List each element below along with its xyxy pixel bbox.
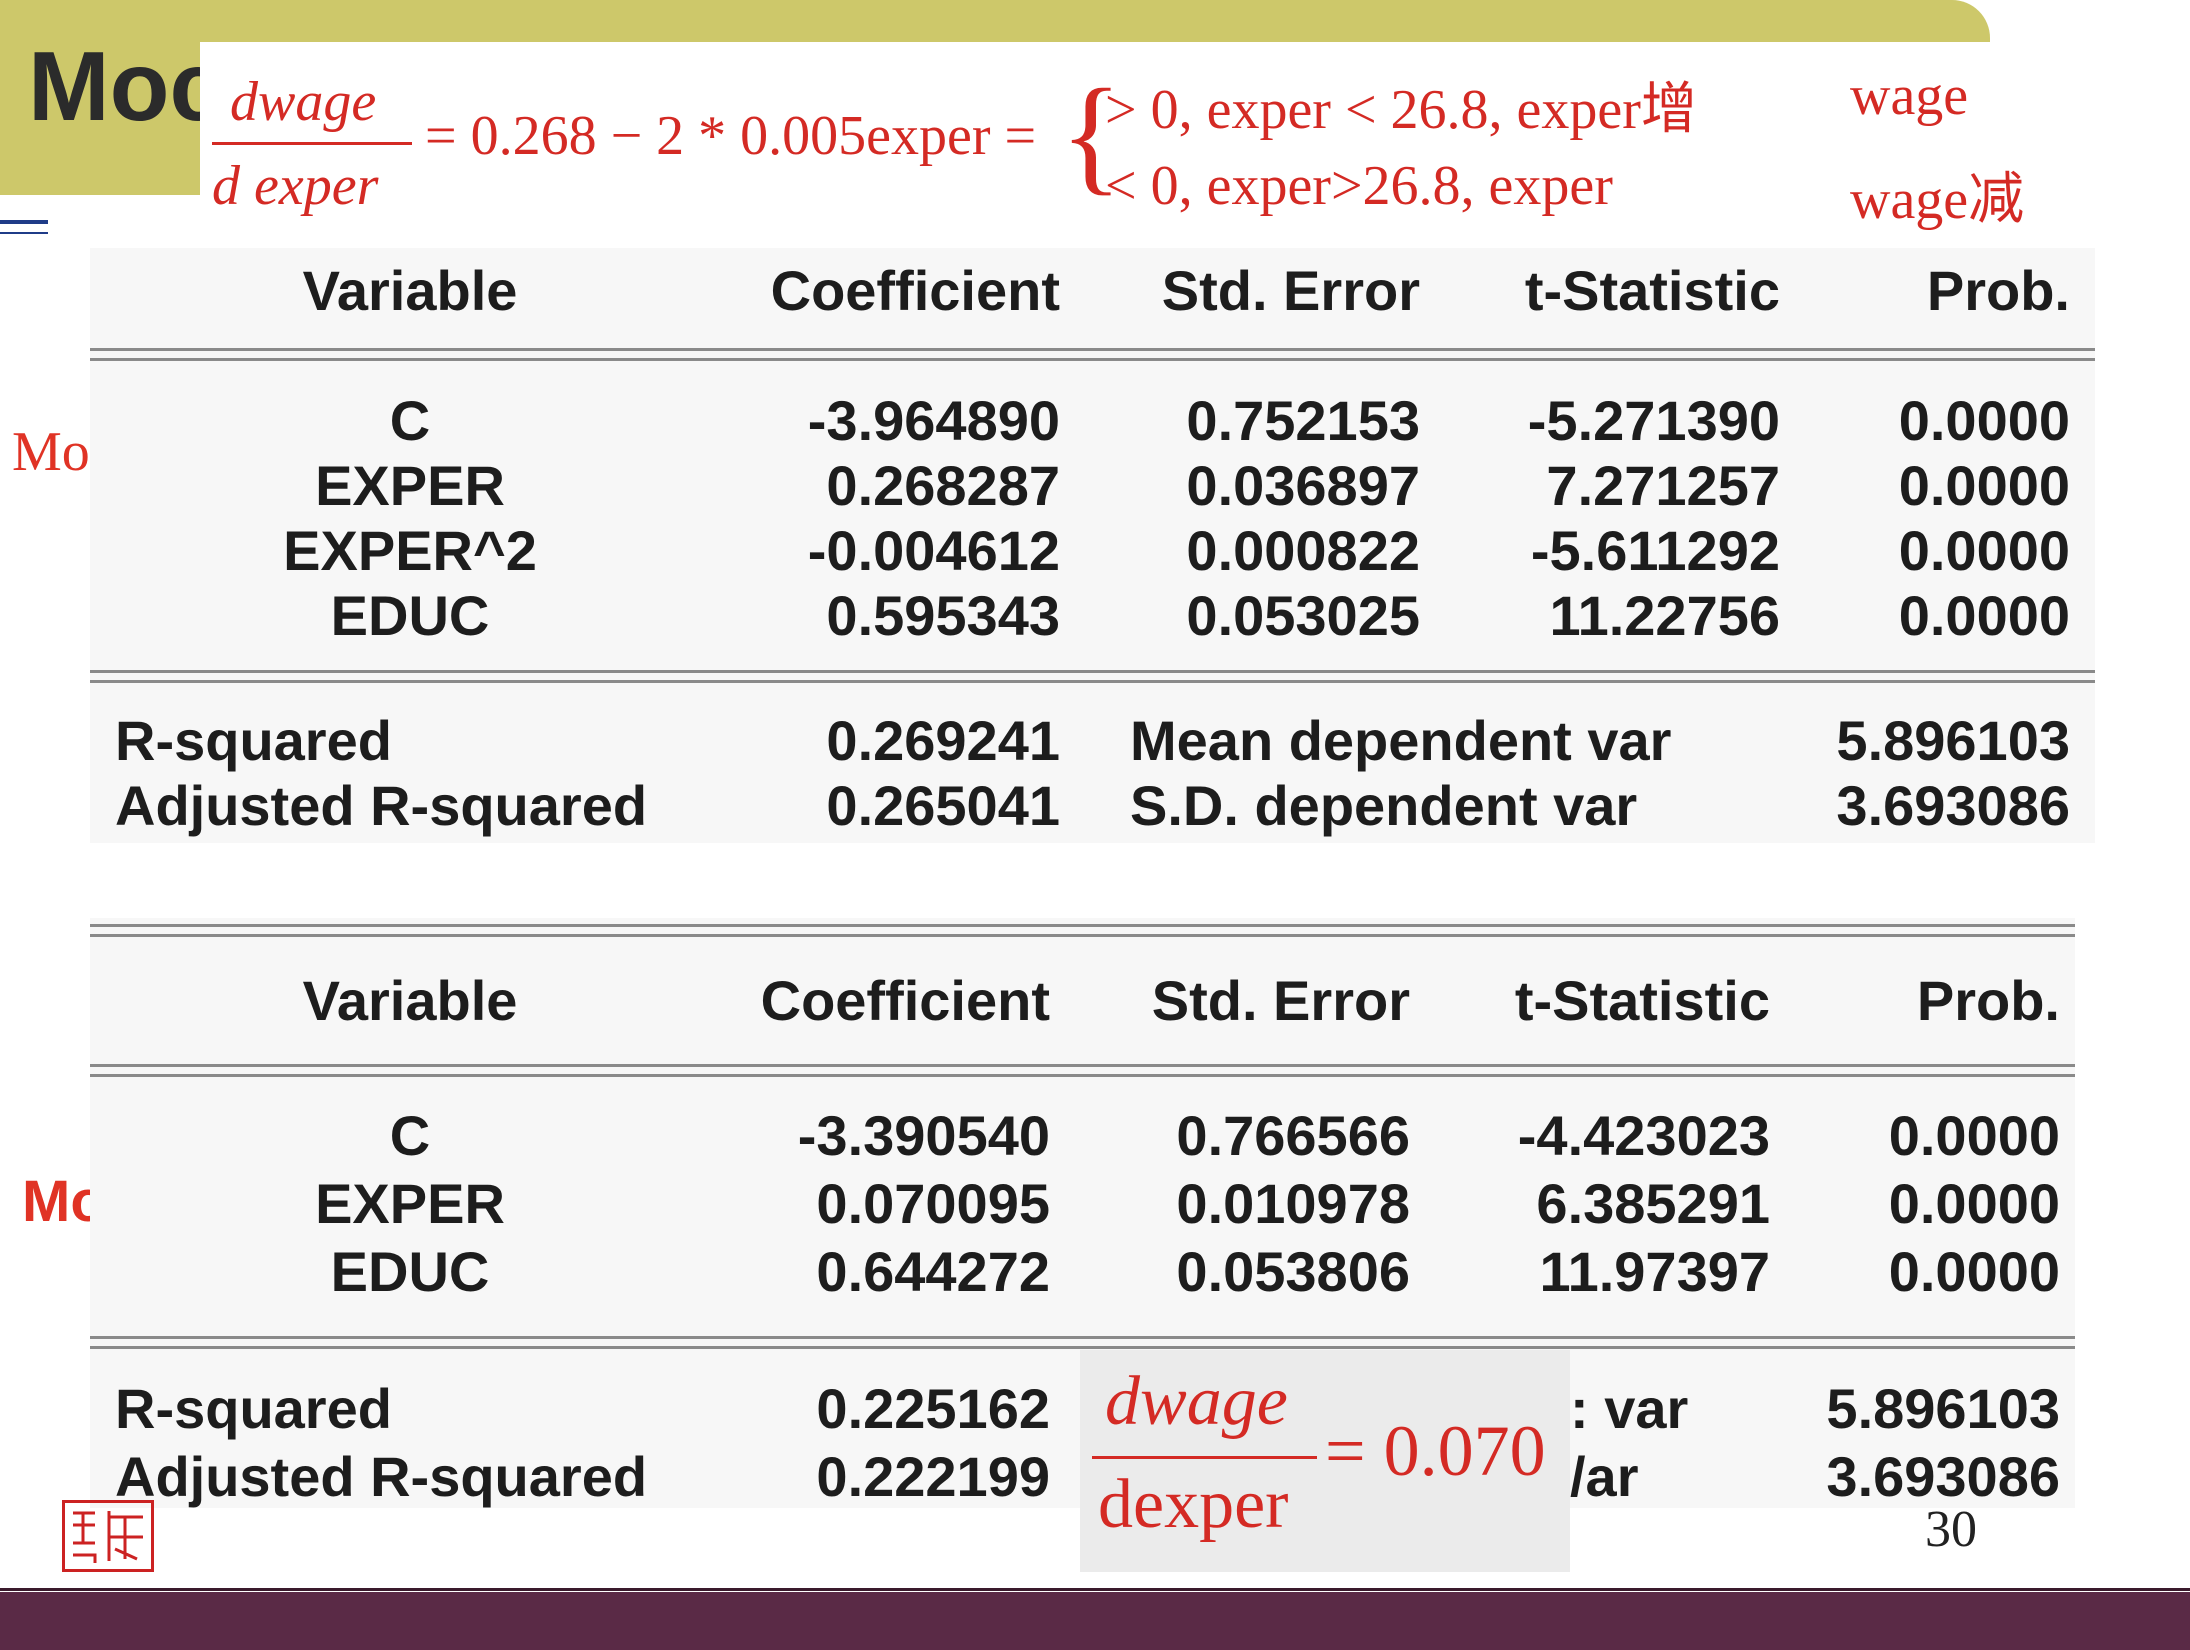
formula-numerator: dwage: [230, 71, 377, 133]
cell-t-statistic: -5.271390: [1527, 389, 1780, 452]
table-rule: [90, 680, 2095, 683]
stat-label: Mean dependent var: [1130, 709, 1672, 772]
fraction-bar: [212, 142, 412, 145]
table-rule: [90, 1064, 2075, 1067]
cell-variable: EXPER: [315, 454, 505, 517]
cell-coefficient: 0.595343: [826, 584, 1060, 647]
formula-case-positive-right: wage: [1850, 65, 1969, 127]
header-variable: Variable: [302, 259, 518, 322]
header-t-statistic: t-Statistic: [1514, 969, 1770, 1032]
cell-coefficient: -0.004612: [807, 519, 1060, 582]
stat-value: 0.265041: [826, 774, 1060, 837]
header-std-error: Std. Error: [1151, 969, 1410, 1032]
header-coefficient: Coefficient: [770, 259, 1060, 322]
table-rule: [90, 348, 2095, 351]
cell-std-error: 0.000822: [1186, 519, 1420, 582]
cell-std-error: 0.036897: [1186, 454, 1420, 517]
table-rule: [90, 670, 2095, 673]
cell-prob: 0.0000: [1888, 1240, 2060, 1303]
cell-t-statistic: 11.22756: [1549, 584, 1780, 647]
cell-coefficient: 0.268287: [826, 454, 1060, 517]
footer-bar: [0, 1592, 2190, 1650]
footer-rule: [0, 1588, 2190, 1591]
cell-variable: EXPER: [315, 1172, 505, 1235]
stat-label: R-squared: [115, 1377, 392, 1440]
stat-label: /ar: [1570, 1445, 1639, 1508]
formula-case-positive: > 0, exper < 26.8, exper增: [1105, 79, 1697, 141]
cell-variable: EXPER^2: [283, 519, 537, 582]
stat-value: 5.896103: [1826, 1377, 2060, 1440]
table-rule: [90, 924, 2075, 927]
cell-variable: C: [389, 389, 431, 452]
stat-label: Adjusted R-squared: [115, 774, 648, 837]
cell-coefficient: 0.644272: [816, 1240, 1050, 1303]
stat-value: 3.693086: [1836, 774, 2070, 837]
cell-std-error: 0.752153: [1186, 389, 1420, 452]
formula-case-negative: < 0, exper>26.8, exper: [1105, 155, 1613, 217]
stat-label: : var: [1570, 1377, 1689, 1440]
stat-label: Adjusted R-squared: [115, 1445, 648, 1508]
cell-variable: EDUC: [330, 584, 490, 647]
header-rule-thin: [0, 232, 48, 234]
stat-value: 0.269241: [826, 709, 1060, 772]
stat-value: 5.896103: [1836, 709, 2070, 772]
cell-prob: 0.0000: [1898, 454, 2070, 517]
cell-coefficient: -3.964890: [807, 389, 1060, 452]
cell-prob: 0.0000: [1898, 389, 2070, 452]
stat-value: 0.225162: [816, 1377, 1050, 1440]
cell-variable: EDUC: [330, 1240, 490, 1303]
formula-expression: = 0.268 − 2 * 0.005exper =: [425, 105, 1037, 167]
header-std-error: Std. Error: [1161, 259, 1420, 322]
stat-label: R-squared: [115, 709, 392, 772]
table-rule: [90, 934, 2075, 937]
cell-t-statistic: 6.385291: [1536, 1172, 1770, 1235]
cell-t-statistic: -4.423023: [1517, 1104, 1770, 1167]
fraction-bar: [1092, 1456, 1317, 1459]
cell-prob: 0.0000: [1898, 519, 2070, 582]
cell-prob: 0.0000: [1898, 584, 2070, 647]
cell-t-statistic: -5.611292: [1530, 519, 1780, 582]
derivative-formula-top: dwage d exper = 0.268 − 2 * 0.005exper =…: [200, 42, 2100, 252]
page-number: 30: [1925, 1501, 1977, 1558]
header-prob: Prob.: [1926, 259, 2070, 322]
formula-denominator: dexper: [1098, 1466, 1289, 1543]
cell-prob: 0.0000: [1888, 1172, 2060, 1235]
stat-label: S.D. dependent var: [1130, 774, 1638, 837]
cell-prob: 0.0000: [1888, 1104, 2060, 1167]
brace-symbol: {: [1060, 63, 1123, 207]
formula-denominator: d exper: [212, 155, 379, 217]
cell-std-error: 0.010978: [1176, 1172, 1410, 1235]
header-rule: [0, 220, 48, 224]
cell-std-error: 0.766566: [1176, 1104, 1410, 1167]
cell-variable: C: [389, 1104, 431, 1167]
table-rule: [90, 1074, 2075, 1077]
table-rule: [90, 358, 2095, 361]
stat-value: 3.693086: [1826, 1445, 2060, 1508]
cell-std-error: 0.053806: [1176, 1240, 1410, 1303]
cell-std-error: 0.053025: [1186, 584, 1420, 647]
model1-regression-table: Variable Coefficient Std. Error t-Statis…: [90, 248, 2095, 843]
formula-case-negative-right: wage减: [1850, 169, 2025, 231]
derivative-formula-bottom: dwage dexper = 0.070: [1080, 1350, 1570, 1572]
seal-logo: [62, 1500, 154, 1572]
cell-t-statistic: 7.271257: [1546, 454, 1780, 517]
formula-result: = 0.070: [1325, 1411, 1546, 1491]
table-rule: [90, 1346, 2075, 1349]
cell-coefficient: 0.070095: [816, 1172, 1050, 1235]
header-variable: Variable: [302, 969, 518, 1032]
cell-coefficient: -3.390540: [797, 1104, 1050, 1167]
header-coefficient: Coefficient: [760, 969, 1050, 1032]
formula-numerator: dwage: [1105, 1363, 1288, 1440]
table-rule: [90, 1336, 2075, 1339]
header-prob: Prob.: [1916, 969, 2060, 1032]
stat-value: 0.222199: [816, 1445, 1050, 1508]
cell-t-statistic: 11.97397: [1539, 1240, 1770, 1303]
slide-title: Moc: [28, 31, 224, 141]
header-t-statistic: t-Statistic: [1524, 259, 1780, 322]
